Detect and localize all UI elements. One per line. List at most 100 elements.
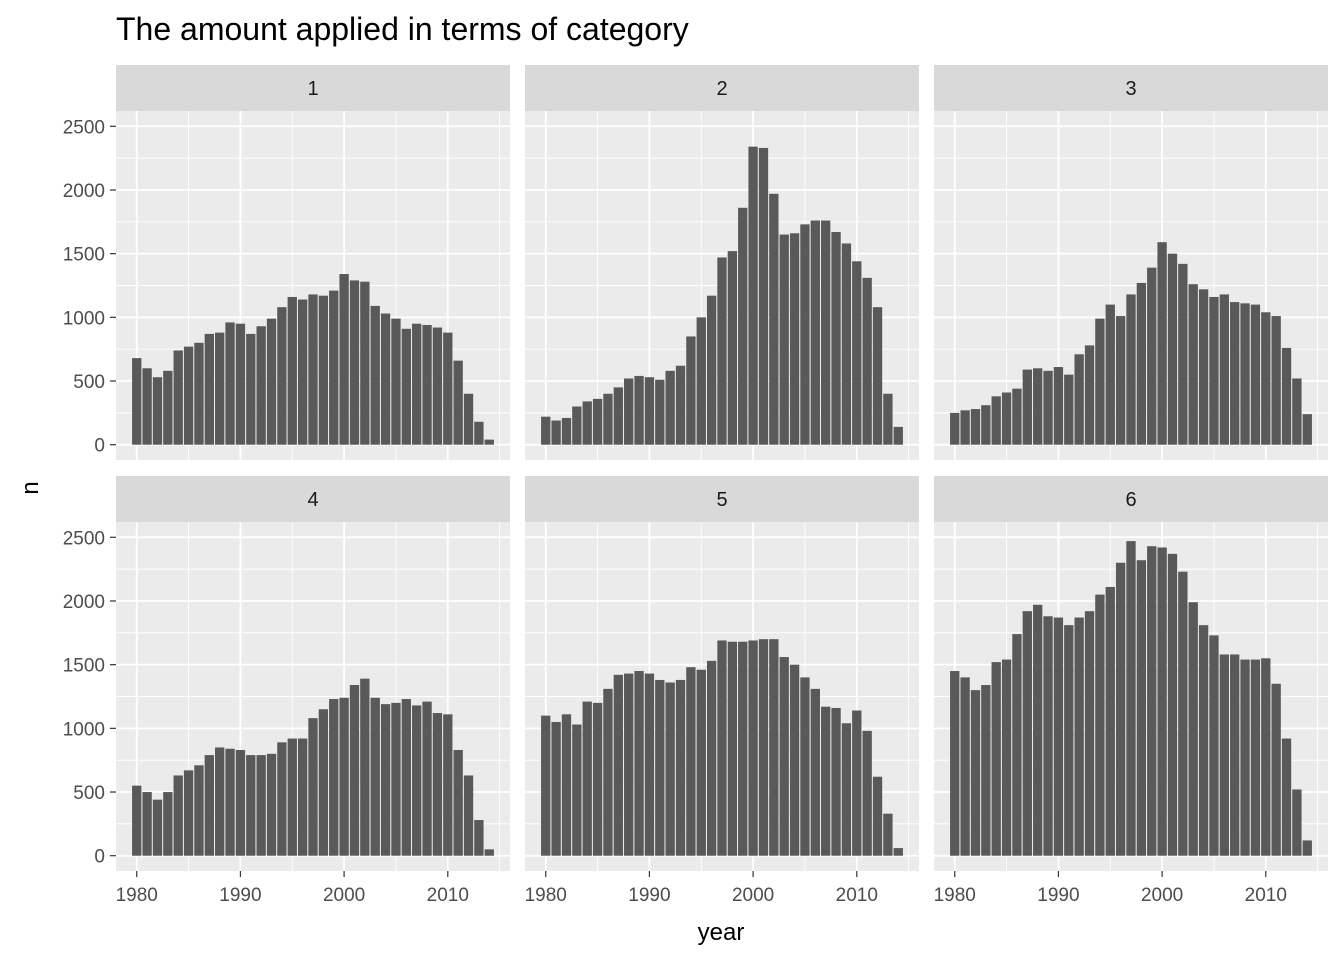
bar xyxy=(758,639,769,856)
bar xyxy=(800,224,810,445)
bar xyxy=(194,342,204,445)
bar xyxy=(872,307,883,445)
bar xyxy=(852,710,862,856)
bar xyxy=(789,664,800,856)
y-tick-label: 1000 xyxy=(63,308,105,329)
bar xyxy=(582,401,592,445)
facet-strip xyxy=(934,65,1328,111)
bar xyxy=(1126,541,1136,856)
bar xyxy=(183,770,194,856)
y-tick-label: 1000 xyxy=(63,719,105,740)
bar xyxy=(883,813,893,856)
bar xyxy=(297,738,308,856)
bar xyxy=(748,640,758,856)
facet-panel-4: 4 0 500 1000 1500 2000 2500 1980 1990 2000 2010 xyxy=(63,476,510,906)
bar xyxy=(132,785,142,856)
bar xyxy=(582,701,592,856)
bar xyxy=(706,295,717,445)
x-tick-label: 2010 xyxy=(1245,885,1287,906)
bar xyxy=(624,673,634,856)
bar xyxy=(655,379,665,445)
bar xyxy=(789,233,800,445)
bar xyxy=(1053,367,1064,445)
bar xyxy=(453,749,463,856)
bar xyxy=(360,281,370,445)
bar xyxy=(831,232,841,445)
bar xyxy=(675,679,686,856)
bar xyxy=(152,377,163,445)
bar xyxy=(1064,374,1074,445)
y-tick-label: 500 xyxy=(73,783,105,804)
bar xyxy=(173,775,183,856)
bar xyxy=(1209,635,1219,856)
bar xyxy=(613,387,623,445)
bar xyxy=(970,690,981,856)
bar xyxy=(256,755,266,856)
y-tick-label: 500 xyxy=(73,372,105,393)
y-tick-label: 2000 xyxy=(63,592,105,613)
bar xyxy=(810,688,820,856)
bar xyxy=(1084,611,1095,856)
facet-panel-5: 5 1980 1990 2000 2010 xyxy=(525,476,919,906)
facet-panel-1: 1 0 500 1000 1500 2000 2500 xyxy=(63,65,510,460)
bar xyxy=(235,323,246,445)
bar xyxy=(1281,738,1292,856)
bar xyxy=(297,299,308,445)
bar xyxy=(541,416,551,445)
bar xyxy=(1074,354,1084,445)
bar xyxy=(727,251,738,445)
bar xyxy=(727,641,738,856)
bar xyxy=(1157,242,1167,445)
bar xyxy=(1167,553,1178,856)
bar xyxy=(960,677,970,856)
bar xyxy=(1230,302,1240,445)
bar xyxy=(800,677,810,856)
bar xyxy=(1115,562,1126,856)
bar xyxy=(1136,560,1147,856)
bar xyxy=(412,705,422,856)
chart-title: The amount applied in terms of category xyxy=(116,11,689,47)
bar xyxy=(1302,840,1312,856)
bar xyxy=(893,426,903,445)
bar xyxy=(246,755,256,856)
bar xyxy=(1105,304,1115,445)
facet-strip-label: 5 xyxy=(716,489,727,511)
bar xyxy=(717,640,727,856)
bar xyxy=(443,714,453,856)
bar xyxy=(883,393,893,445)
bar xyxy=(463,393,474,445)
bar xyxy=(142,368,152,445)
bar xyxy=(422,701,432,856)
facet-strip-label: 1 xyxy=(307,78,318,100)
y-axis-title: n xyxy=(17,481,44,494)
bar xyxy=(163,370,173,445)
bar xyxy=(318,295,329,445)
bar xyxy=(308,718,318,856)
bar xyxy=(391,318,401,445)
bar xyxy=(163,792,173,856)
bar xyxy=(380,313,391,445)
bar xyxy=(991,396,1001,445)
y-tick-label: 2500 xyxy=(63,117,105,138)
bar xyxy=(287,296,297,445)
bar xyxy=(183,346,194,445)
bar xyxy=(152,799,163,856)
bar xyxy=(443,332,453,445)
x-tick-label: 2010 xyxy=(836,885,878,906)
bar xyxy=(561,714,572,856)
bar xyxy=(1281,347,1292,445)
bar xyxy=(277,307,287,445)
bar xyxy=(277,742,287,856)
bar xyxy=(194,765,204,856)
bar xyxy=(412,323,422,445)
bar xyxy=(1022,369,1032,445)
bar xyxy=(1261,658,1271,856)
bar xyxy=(748,146,758,445)
facet-strip xyxy=(116,476,510,522)
bar xyxy=(370,697,380,856)
bar xyxy=(474,421,484,445)
bar xyxy=(1198,289,1209,445)
bar xyxy=(1095,594,1105,856)
bar xyxy=(1033,368,1043,445)
bar xyxy=(655,679,665,856)
